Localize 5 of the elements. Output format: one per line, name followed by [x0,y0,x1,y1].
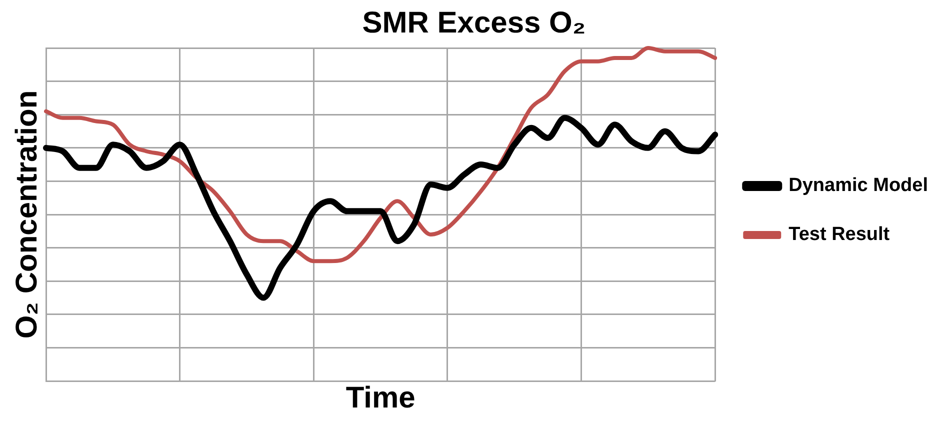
x-axis-title: Time [346,381,416,414]
chart-title: SMR Excess O₂ [362,6,586,40]
y-axis-title: O₂ Concentration [10,90,44,339]
legend-label: Dynamic Model [788,175,928,196]
legend-label: Test Result [788,224,890,246]
